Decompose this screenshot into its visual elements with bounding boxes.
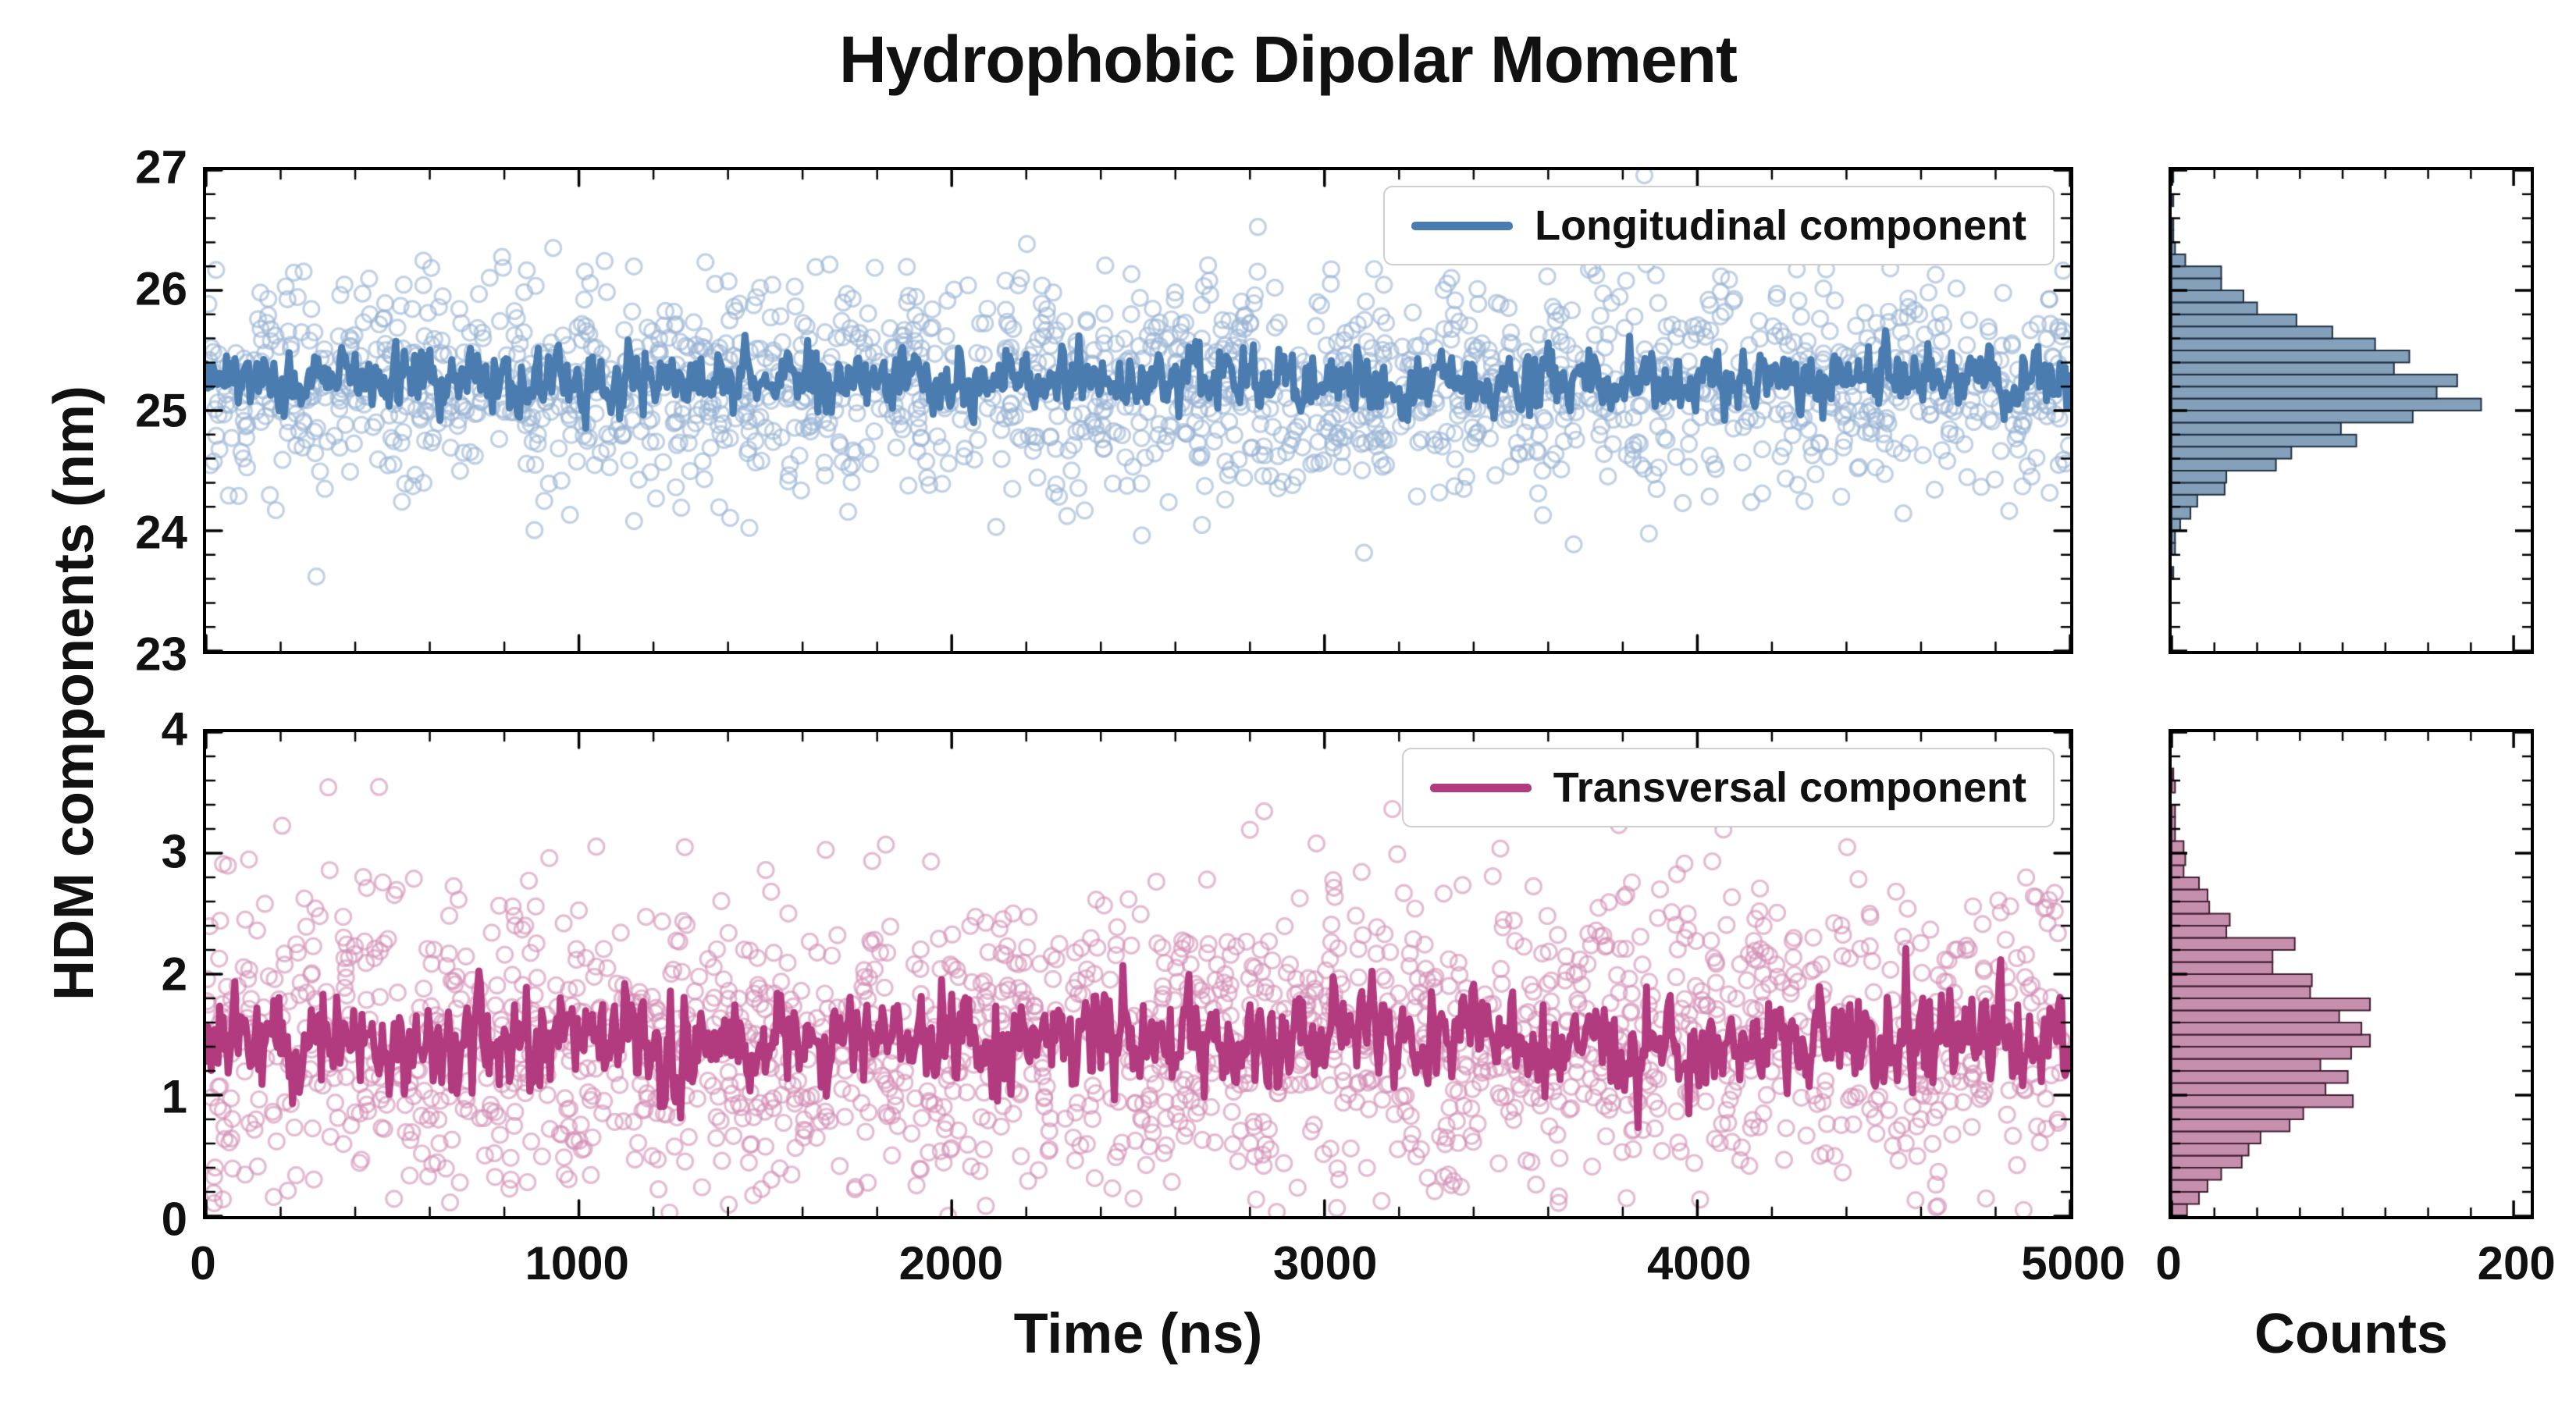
y-tick-label: 23 bbox=[135, 628, 187, 681]
chart-title: Hydrophobic Dipolar Moment bbox=[839, 23, 1738, 96]
x-tick-label: 5000 bbox=[2021, 1237, 2126, 1289]
x-tick-label: 1000 bbox=[525, 1237, 629, 1289]
y-tick-labels-longitudinal: 23 24 25 26 27 bbox=[101, 141, 187, 681]
panel-longitudinal-timeseries: Longitudinal component bbox=[203, 167, 2073, 654]
x-tick-label: 2000 bbox=[898, 1237, 1004, 1289]
y-tick-label: 4 bbox=[161, 702, 187, 756]
counts-tick-label: 0 bbox=[2155, 1237, 2182, 1289]
legend-label-transversal: Transversal component bbox=[1553, 764, 2026, 811]
x-tick-label: 0 bbox=[190, 1237, 216, 1289]
y-axis-label: HDM components (nm) bbox=[43, 386, 105, 1001]
legend-label-longitudinal: Longitudinal component bbox=[1535, 202, 2026, 249]
legend-line-swatch-transversal bbox=[1429, 783, 1532, 792]
panel-transversal-histogram bbox=[2169, 729, 2534, 1219]
y-tick-labels-transversal: 0 1 2 3 4 bbox=[101, 703, 187, 1246]
y-tick-label: 0 bbox=[161, 1193, 187, 1246]
y-tick-label: 25 bbox=[135, 384, 187, 437]
x-tick-label: 3000 bbox=[1272, 1237, 1378, 1289]
y-tick-label: 27 bbox=[135, 140, 187, 194]
x-axis-label: Time (ns) bbox=[1013, 1303, 1263, 1365]
x-tick-labels-counts: 0 200 bbox=[2155, 1236, 2555, 1299]
counts-axis-label: Counts bbox=[2254, 1303, 2448, 1365]
y-tick-label: 3 bbox=[161, 825, 187, 878]
panel-transversal-timeseries: Transversal component bbox=[203, 729, 2073, 1219]
legend-line-swatch-longitudinal bbox=[1411, 221, 1514, 230]
legend-longitudinal: Longitudinal component bbox=[1383, 186, 2055, 265]
y-tick-label: 2 bbox=[161, 948, 187, 1001]
counts-tick-label: 200 bbox=[2477, 1237, 2556, 1289]
transversal-histogram-canvas bbox=[2172, 732, 2531, 1216]
x-tick-label: 4000 bbox=[1647, 1237, 1752, 1289]
y-tick-label: 24 bbox=[135, 506, 187, 559]
longitudinal-histogram-canvas bbox=[2172, 170, 2531, 651]
panel-longitudinal-histogram bbox=[2169, 167, 2534, 654]
y-tick-label: 1 bbox=[161, 1070, 187, 1123]
legend-transversal: Transversal component bbox=[1401, 748, 2055, 827]
x-tick-labels-time: 0 1000 2000 3000 4000 5000 bbox=[190, 1236, 2125, 1299]
y-tick-label: 26 bbox=[135, 262, 187, 315]
